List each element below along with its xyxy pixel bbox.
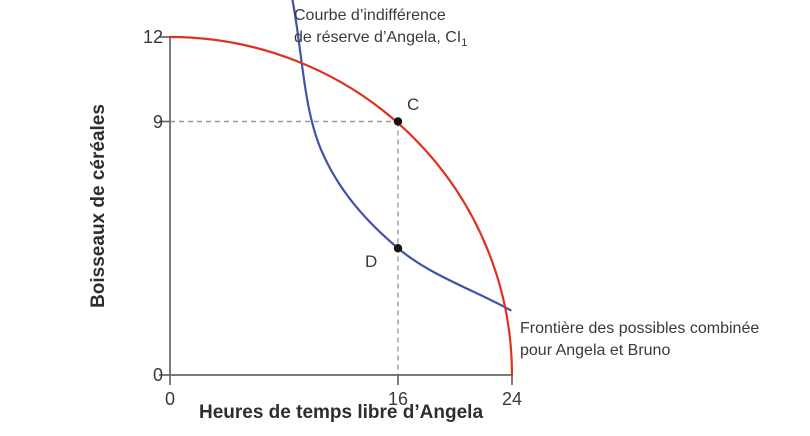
annotation-indifference-line1: Courbe d’indifférence (294, 7, 446, 24)
annotation-ci-subscript: 1 (461, 37, 468, 49)
indifference-curve (291, 0, 512, 312)
annotation-frontier-line1: Frontière des possibles combinée (520, 320, 760, 337)
y-tick-label-9: 9 (152, 112, 163, 132)
x-axis-title: Heures de temps libre d’Angela (198, 402, 484, 423)
point-d-label: D (365, 252, 378, 272)
annotation-indifference-curve: Courbe d’indifférence de réserve d’Angel… (294, 5, 467, 50)
y-tick-label-0: 0 (152, 365, 163, 385)
x-tick-label-0: 0 (164, 389, 175, 409)
x-tick-label-24: 24 (501, 389, 523, 409)
x-tick-label-16: 16 (387, 389, 409, 409)
frontier-curve (168, 35, 514, 377)
annotation-frontier-line2: pour Angela et Bruno (520, 342, 671, 359)
point-d-dot (393, 244, 403, 253)
y-tick-label-12: 12 (142, 27, 163, 47)
y-axis-title: Boisseaux de céréales (88, 104, 109, 308)
annotation-frontier: Frontière des possibles combinée pour An… (520, 318, 759, 362)
point-c-dot (393, 117, 403, 126)
point-c-label: C (407, 94, 420, 114)
annotation-indifference-line2: de réserve d’Angela, CI1 (294, 29, 468, 49)
